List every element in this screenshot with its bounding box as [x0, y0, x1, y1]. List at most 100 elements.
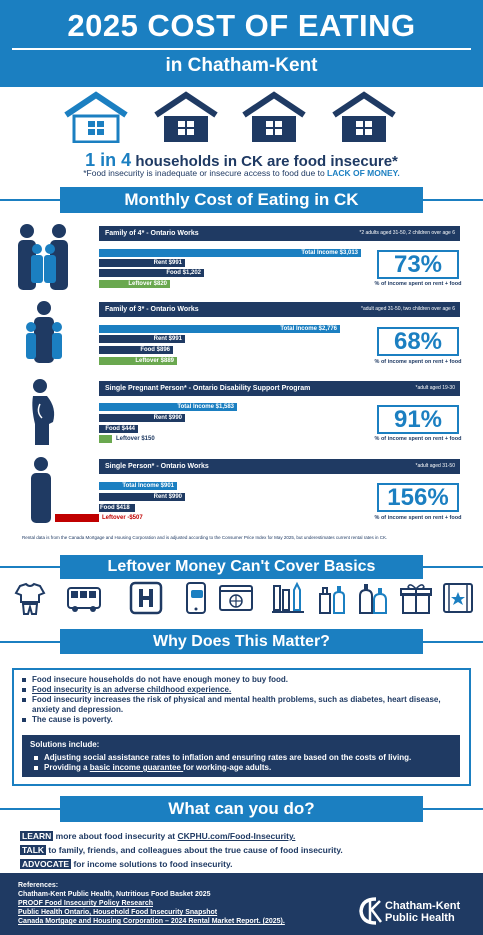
reference-link[interactable]: Canada Mortgage and Housing Corporation …: [18, 918, 285, 925]
bar-rent: Rent $991: [99, 335, 185, 343]
why-matter-box: [12, 668, 471, 786]
internet-icon: [219, 585, 253, 611]
bar-leftover: Leftover $889: [99, 357, 177, 365]
definition-text: *Food insecurity is inadequate or insecu…: [83, 168, 328, 178]
family-note: *adult aged 31-50: [415, 463, 455, 469]
list-item: Providing a basic income guarantee for w…: [32, 763, 457, 773]
percent-income-value: 156%: [377, 483, 459, 512]
footer: [0, 873, 483, 935]
section-title-basics: Leftover Money Can't Cover Basics: [60, 555, 423, 579]
family-title: Single Pregnant Person* - Ontario Disabi…: [105, 385, 311, 392]
bar-leftover: [99, 435, 112, 443]
family-header: Single Person* - Ontario Works *adult age…: [99, 459, 460, 474]
family-note: *adult aged 31-50, two children over age…: [361, 306, 455, 312]
bar-total-income: Total Income $3,013: [99, 249, 361, 257]
bar-food: [99, 504, 135, 512]
page-title: 2025 COST OF EATING: [67, 8, 416, 43]
reference-link[interactable]: Public Health Ontario, Household Food In…: [18, 909, 218, 916]
logo-text: Chatham-Kent Public Health: [385, 900, 460, 924]
solutions-box: [22, 735, 460, 777]
action-text: for income solutions to food insecurity.: [71, 859, 233, 869]
bar-total-income: Total Income $1,583: [99, 403, 237, 411]
percent-income-caption: % of income spent on rent + food: [374, 436, 462, 442]
family-title: Family of 3* - Ontario Works: [105, 306, 199, 313]
bar-leftover-label: Leftover $150: [116, 436, 155, 442]
clothing-icon: [14, 582, 46, 615]
percent-income-caption: % of income spent on rent + food: [374, 359, 462, 365]
action-text: more about food insecurity at: [53, 831, 178, 841]
why-matter-list: Food insecure households do not have eno…: [20, 675, 465, 725]
percent-income-caption: % of income spent on rent + food: [374, 281, 462, 287]
section-title-why: Why Does This Matter?: [60, 629, 423, 654]
family-of-four-icon: [18, 224, 68, 290]
list-item: The cause is poverty.: [20, 715, 465, 725]
solution-text: for working-age adults.: [183, 763, 272, 772]
action-tag: TALK: [20, 845, 47, 855]
action-text: to family, friends, and colleagues about…: [46, 845, 343, 855]
action-talk: TALK to family, friends, and colleagues …: [20, 845, 343, 855]
food-insecurity-link[interactable]: CKPHU.com/Food-Insecurity.: [177, 831, 296, 841]
percent-income-caption: % of income spent on rent + food: [374, 515, 462, 521]
toiletries-icon: [359, 584, 387, 614]
list-item: Adjusting social assistance rates to inf…: [32, 753, 457, 763]
section-title-monthly: Monthly Cost of Eating in CK: [60, 187, 423, 213]
logo-line: Chatham-Kent: [385, 900, 461, 912]
title-divider: [12, 48, 471, 50]
percent-income-value: 91%: [377, 405, 459, 434]
references: References: Chatham-Kent Public Health, …: [18, 881, 285, 926]
family-note: *adult aged 19-30: [415, 385, 455, 391]
basic-income-guarantee-link[interactable]: basic income guarantee: [89, 763, 184, 772]
stat-text: households in CK are food insecure*: [131, 153, 398, 170]
rental-data-disclaimer: Rental data is from the Canada Mortgage …: [22, 535, 388, 540]
family-header: Family of 4* - Ontario Works *2 adults ag…: [99, 226, 460, 241]
food-insecurity-stat: 1 in 4 households in CK are food insecur…: [0, 150, 483, 171]
reference-item: Chatham-Kent Public Health, Nutritious F…: [18, 891, 211, 898]
action-learn: LEARN more about food insecurity at CKPH…: [20, 831, 295, 841]
bar-food: Food $896: [99, 346, 173, 354]
list-item: Food insecure households do not have eno…: [20, 675, 465, 685]
family-header: Family of 3* - Ontario Works *adult aged …: [99, 302, 460, 317]
house-icon: [154, 91, 218, 142]
house-icon: [332, 91, 396, 142]
bar-total-income: Total Income $901: [99, 482, 177, 490]
bar-food: Food $444: [99, 425, 138, 433]
action-tag: ADVOCATE: [20, 859, 72, 869]
cleaning-supplies-icon: [319, 586, 345, 614]
percent-income-value: 68%: [377, 327, 459, 356]
food-insecurity-definition: *Food insecurity is inadequate or insecu…: [0, 168, 483, 178]
solutions-title: Solutions include:: [30, 740, 100, 749]
hospital-icon: [129, 581, 163, 615]
pregnant-person-icon: [32, 379, 55, 445]
percent-income-value: 73%: [377, 250, 459, 279]
list-item[interactable]: Food insecurity is an adverse childhood …: [20, 685, 465, 695]
page-subtitle: in Chatham-Kent: [165, 55, 318, 76]
chatham-kent-logo-icon: [359, 897, 382, 925]
action-tag: LEARN: [20, 831, 54, 841]
house-icon: [242, 91, 306, 142]
family-title: Family of 4* - Ontario Works: [105, 230, 199, 237]
family-header: Single Pregnant Person* - Ontario Disabi…: [99, 381, 460, 396]
bar-rent: Rent $990: [99, 414, 185, 422]
single-person-icon: [31, 457, 51, 523]
solutions-list: Adjusting social assistance rates to inf…: [32, 753, 457, 773]
bar-rent: Rent $990: [99, 493, 185, 501]
reference-link[interactable]: PROOF Food Insecurity Policy Research: [18, 900, 153, 907]
family-note: *2 adults aged 31-50, 2 children over ag…: [359, 230, 455, 236]
bar-food-label: Food $418: [100, 505, 130, 511]
references-title: References:: [18, 882, 59, 889]
school-supplies-icon: [272, 581, 304, 613]
solution-text: Providing a: [44, 763, 90, 772]
bus-icon: [67, 587, 101, 612]
definition-highlight: LACK OF MONEY.: [327, 168, 400, 178]
header-banner: [0, 0, 483, 87]
section-title-do: What can you do?: [60, 796, 423, 822]
bar-rent: Rent $991: [99, 259, 185, 267]
action-advocate: ADVOCATE for income solutions to food in…: [20, 859, 232, 869]
gift-icon: [400, 584, 432, 614]
stat-highlight: 1 in 4: [85, 150, 132, 170]
house-icon-highlighted: [64, 91, 128, 143]
bar-food: Food $1,202: [99, 269, 204, 277]
list-item-link[interactable]: Food insecurity is an adverse childhood …: [32, 685, 232, 694]
family-of-three-icon: [26, 301, 62, 363]
logo-line: Public Health: [385, 912, 455, 924]
